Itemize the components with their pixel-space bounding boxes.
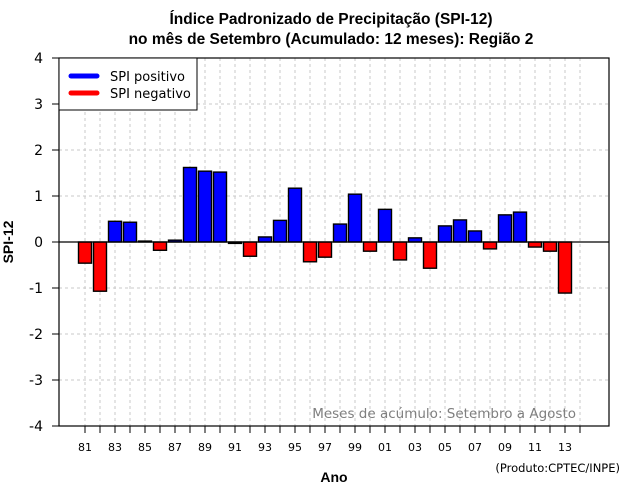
bar-1982: [92, 241, 108, 292]
accumulation-annotation: Meses de acúmulo: Setembro a Agosto: [312, 406, 576, 422]
bar-1989: [197, 170, 213, 243]
chart-subtitle: no mês de Setembro (Acumulado: 12 meses)…: [129, 31, 534, 48]
y-tick-label: -4: [29, 419, 43, 435]
bar-2012: [542, 241, 558, 252]
bar-1986: [152, 241, 168, 251]
x-tick-label: 99: [348, 441, 362, 454]
y-tick-label: 3: [34, 97, 43, 113]
x-axis-ticks: 81 83 85 87 89 91 93 95 97 99 01 03 05 07 09 11 13: [78, 426, 581, 454]
bar-1995: [287, 187, 303, 243]
y-tick-label: 0: [34, 235, 43, 251]
bar-2000: [362, 241, 378, 252]
bar-2008: [482, 241, 498, 250]
x-tick-label: 07: [468, 441, 482, 454]
legend: SPI positivo SPI negativo: [58, 57, 198, 111]
x-tick-label: 09: [498, 441, 512, 454]
x-tick-label: 83: [108, 441, 122, 454]
y-tick-label: 2: [34, 143, 43, 159]
bar-1984: [122, 221, 138, 243]
x-tick-label: 03: [408, 441, 422, 454]
x-tick-label: 85: [138, 441, 152, 454]
y-axis-label: SPI-12: [0, 220, 16, 263]
bar-1990: [212, 171, 228, 243]
bar-2007: [467, 230, 483, 243]
bar-2006: [452, 219, 468, 243]
bar-2009: [497, 214, 513, 243]
product-credit: (Produto:CPTEC/INPE): [495, 461, 620, 475]
bar-1997: [317, 241, 333, 258]
bar-1981: [77, 241, 93, 264]
legend-label-positive: SPI positivo: [110, 70, 185, 85]
y-tick-label: -2: [29, 327, 43, 343]
legend-label-negative: SPI negativo: [110, 87, 191, 102]
legend-box: [58, 57, 198, 111]
x-tick-label: 01: [378, 441, 392, 454]
bar-2003: [407, 237, 423, 243]
x-tick-label: 11: [528, 441, 542, 454]
x-axis-label: Ano: [320, 469, 347, 485]
x-tick-label: 95: [288, 441, 302, 454]
x-tick-label: 93: [258, 441, 272, 454]
bar-2013: [557, 241, 573, 294]
y-tick-label: 1: [34, 189, 43, 205]
bar-1983: [107, 220, 123, 243]
x-tick-label: 05: [438, 441, 452, 454]
bar-1999: [347, 193, 363, 243]
bar-1994: [272, 219, 288, 243]
bar-1996: [302, 241, 318, 263]
bar-2010: [512, 211, 528, 243]
chart-title: Índice Padronizado de Precipitação (SPI-…: [169, 11, 492, 28]
y-tick-label: -3: [29, 373, 43, 389]
bar-2005: [437, 225, 453, 243]
x-tick-label: 97: [318, 441, 332, 454]
y-axis-ticks: -4 -3 -2 -1 0 1 2 3 4: [29, 51, 59, 435]
x-tick-label: 87: [168, 441, 182, 454]
bar-2002: [392, 241, 408, 261]
bar-2011: [527, 241, 543, 248]
x-tick-label: 91: [228, 441, 242, 454]
y-tick-label: -1: [29, 281, 43, 297]
bar-1993: [257, 236, 273, 243]
bar-1988: [182, 166, 198, 243]
bar-1992: [242, 241, 258, 257]
x-tick-label: 13: [558, 441, 572, 454]
grid-lines: [59, 58, 609, 426]
bar-2001: [377, 208, 393, 243]
bar-1998: [332, 223, 348, 243]
bar-2004: [422, 241, 438, 269]
y-tick-label: 4: [34, 51, 43, 67]
x-tick-label: 89: [198, 441, 212, 454]
x-tick-label: 81: [78, 441, 92, 454]
